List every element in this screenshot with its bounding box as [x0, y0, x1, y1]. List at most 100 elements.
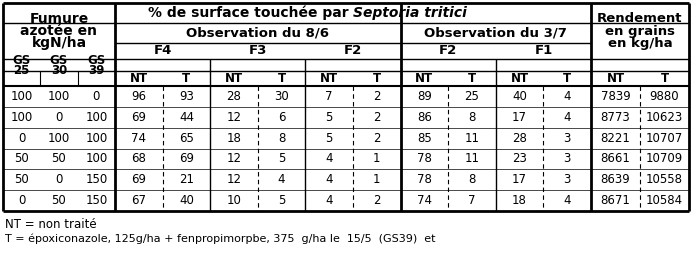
Text: 5: 5 — [325, 111, 333, 124]
Text: 3: 3 — [563, 173, 571, 186]
Text: 18: 18 — [512, 194, 527, 207]
Text: 17: 17 — [512, 111, 527, 124]
Text: 150: 150 — [85, 173, 107, 186]
Text: 4: 4 — [325, 194, 333, 207]
Text: Observation du 3/7: Observation du 3/7 — [424, 26, 567, 40]
Text: 65: 65 — [179, 132, 194, 145]
Text: 7: 7 — [325, 90, 333, 103]
Text: T: T — [182, 72, 190, 85]
Text: 150: 150 — [85, 194, 107, 207]
Text: NT: NT — [606, 72, 625, 85]
Text: 100: 100 — [85, 152, 107, 166]
Text: NT = non traité: NT = non traité — [5, 218, 97, 230]
Text: 96: 96 — [131, 90, 146, 103]
Text: 4: 4 — [563, 90, 571, 103]
Text: 5: 5 — [278, 152, 285, 166]
Text: 0: 0 — [18, 194, 26, 207]
Text: NT: NT — [320, 72, 338, 85]
Text: 8: 8 — [468, 173, 475, 186]
Text: NT: NT — [225, 72, 243, 85]
Text: Fumure: Fumure — [29, 12, 89, 26]
Text: 12: 12 — [226, 173, 242, 186]
Text: 0: 0 — [93, 90, 100, 103]
Text: 4: 4 — [563, 111, 571, 124]
Text: 100: 100 — [48, 90, 70, 103]
Text: 8671: 8671 — [601, 194, 630, 207]
Text: 69: 69 — [131, 173, 146, 186]
Text: 10584: 10584 — [646, 194, 683, 207]
Text: 23: 23 — [512, 152, 527, 166]
Text: 50: 50 — [52, 152, 66, 166]
Text: 11: 11 — [464, 152, 480, 166]
Text: 100: 100 — [10, 90, 33, 103]
Text: 89: 89 — [417, 90, 432, 103]
Text: en grains: en grains — [605, 25, 675, 37]
Text: 50: 50 — [52, 194, 66, 207]
Text: NT: NT — [415, 72, 433, 85]
Text: 4: 4 — [278, 173, 285, 186]
Text: T: T — [468, 72, 476, 85]
Text: 8: 8 — [278, 132, 285, 145]
Text: 8661: 8661 — [601, 152, 630, 166]
Text: 86: 86 — [417, 111, 432, 124]
Text: 74: 74 — [131, 132, 146, 145]
Text: F3: F3 — [248, 45, 267, 57]
Text: 6: 6 — [278, 111, 285, 124]
Text: F2: F2 — [439, 45, 457, 57]
Text: 5: 5 — [278, 194, 285, 207]
Text: 12: 12 — [226, 111, 242, 124]
Text: 8639: 8639 — [601, 173, 630, 186]
Text: 11: 11 — [464, 132, 480, 145]
Text: 100: 100 — [10, 111, 33, 124]
Text: 2: 2 — [373, 111, 381, 124]
Text: 21: 21 — [179, 173, 194, 186]
Text: 10707: 10707 — [646, 132, 683, 145]
Text: % de surface touchée par: % de surface touchée par — [147, 6, 353, 20]
Text: azotée en: azotée en — [21, 24, 98, 38]
Text: 68: 68 — [131, 152, 146, 166]
Text: 8221: 8221 — [601, 132, 630, 145]
Text: 17: 17 — [512, 173, 527, 186]
Text: kgN/ha: kgN/ha — [31, 36, 86, 50]
Text: 0: 0 — [18, 132, 26, 145]
Text: 4: 4 — [325, 173, 333, 186]
Text: F1: F1 — [534, 45, 552, 57]
Text: 0: 0 — [55, 111, 63, 124]
Text: NT: NT — [511, 72, 529, 85]
Text: 85: 85 — [417, 132, 432, 145]
Text: 69: 69 — [179, 152, 194, 166]
Text: 10623: 10623 — [646, 111, 683, 124]
Text: 2: 2 — [373, 132, 381, 145]
Text: 10: 10 — [226, 194, 242, 207]
Text: 4: 4 — [325, 152, 333, 166]
Text: 8773: 8773 — [601, 111, 630, 124]
Text: 9880: 9880 — [650, 90, 680, 103]
Text: 7839: 7839 — [601, 90, 630, 103]
Text: GS: GS — [50, 54, 68, 68]
Text: T: T — [563, 72, 572, 85]
Text: 50: 50 — [15, 152, 29, 166]
Text: Observation du 8/6: Observation du 8/6 — [186, 26, 329, 40]
Text: 12: 12 — [226, 152, 242, 166]
Text: 3: 3 — [563, 152, 571, 166]
Text: F4: F4 — [154, 45, 172, 57]
Text: 50: 50 — [15, 173, 29, 186]
Text: 3: 3 — [563, 132, 571, 145]
Text: T: T — [373, 72, 381, 85]
Text: 30: 30 — [51, 64, 67, 77]
Text: F2: F2 — [344, 45, 362, 57]
Text: 2: 2 — [373, 90, 381, 103]
Text: 93: 93 — [179, 90, 194, 103]
Text: 78: 78 — [417, 173, 432, 186]
Text: 69: 69 — [131, 111, 146, 124]
Text: 67: 67 — [131, 194, 146, 207]
Text: 2: 2 — [373, 194, 381, 207]
Text: 0: 0 — [55, 173, 63, 186]
Text: 100: 100 — [85, 111, 107, 124]
Text: 30: 30 — [274, 90, 289, 103]
Text: GS: GS — [12, 54, 30, 68]
Text: 39: 39 — [88, 64, 104, 77]
Text: 100: 100 — [85, 132, 107, 145]
Text: 1: 1 — [373, 152, 381, 166]
Text: 25: 25 — [464, 90, 480, 103]
